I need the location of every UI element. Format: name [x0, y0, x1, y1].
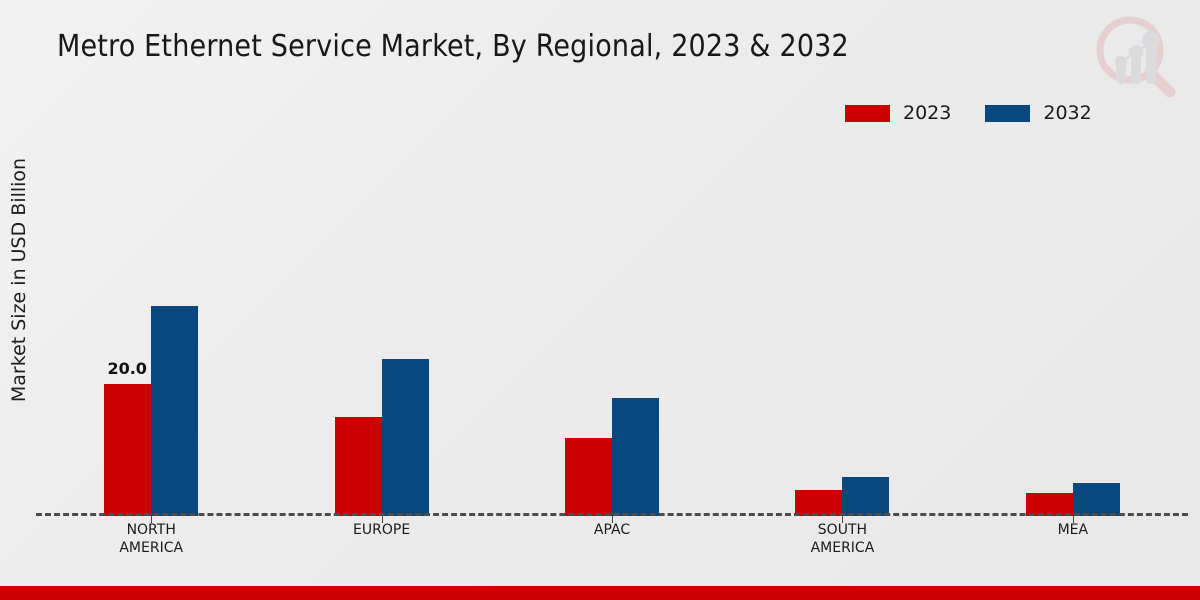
x-axis-tick — [612, 516, 614, 523]
x-axis-label-line: AMERICA — [810, 540, 875, 556]
y-axis-title-text: Market Size in USD Billion — [8, 157, 30, 403]
x-axis-labels: NORTH AMERICA EUROPE APAC SOUTH AMERICA MEA — [36, 521, 1188, 557]
x-axis-label-apac: APAC — [497, 521, 727, 557]
bar-2023-north-america[interactable] — [104, 384, 152, 516]
bar-2032-mea[interactable] — [1072, 483, 1120, 516]
legend-swatch-2032 — [985, 104, 1031, 122]
chart-title: Metro Ethernet Service Market, By Region… — [57, 29, 849, 64]
x-axis-label-south-america: SOUTH AMERICA — [727, 521, 957, 557]
x-axis-label-line: APAC — [593, 522, 631, 538]
bar-2023-mea[interactable] — [1025, 492, 1073, 516]
x-axis-baseline — [36, 513, 1188, 516]
footer-accent-bar — [0, 586, 1200, 600]
magnifier-bar-chart-logo-icon — [1088, 6, 1184, 102]
bar-group — [727, 140, 957, 523]
x-axis-label-line: MEA — [1057, 522, 1089, 538]
bar-2023-europe[interactable] — [334, 417, 382, 516]
x-axis-label-north-america: NORTH AMERICA — [36, 521, 266, 557]
bar-2032-north-america[interactable] — [151, 306, 199, 516]
bar-groups: 20.0 — [36, 140, 1188, 523]
bar-pair — [497, 140, 727, 516]
legend-label-2023: 2023 — [903, 102, 952, 124]
x-axis-label-line: NORTH — [126, 522, 176, 538]
x-axis-tick — [842, 516, 844, 523]
legend-item-2023[interactable]: 2023 — [845, 102, 951, 124]
bar-group — [958, 140, 1188, 523]
bar-pair — [36, 140, 266, 516]
x-axis-label-line: AMERICA — [119, 540, 184, 556]
x-axis-tick — [151, 516, 153, 523]
legend-item-2032[interactable]: 2032 — [985, 102, 1092, 124]
bar-2032-south-america[interactable] — [842, 477, 890, 516]
x-axis-label-mea: MEA — [958, 521, 1188, 557]
bar-group — [266, 140, 496, 523]
bar-2032-apac[interactable] — [612, 397, 660, 516]
bar-2032-europe[interactable] — [381, 358, 429, 516]
bar-pair — [958, 140, 1188, 516]
bar-pair — [727, 140, 957, 516]
bar-pair — [266, 140, 496, 516]
x-axis-label-line: SOUTH — [817, 522, 868, 538]
bar-group — [497, 140, 727, 523]
bar-data-label: 20.0 — [107, 359, 147, 378]
plot-area: 20.0 — [36, 140, 1188, 523]
x-axis-label-line: EUROPE — [353, 522, 411, 538]
y-axis-title: Market Size in USD Billion — [2, 0, 36, 560]
bar-group: 20.0 — [36, 140, 266, 523]
legend-swatch-2023 — [845, 104, 890, 122]
x-axis-tick — [1072, 516, 1074, 523]
x-axis-tick — [381, 516, 383, 523]
bar-2023-apac[interactable] — [565, 438, 613, 516]
bar-2023-south-america[interactable] — [795, 490, 843, 516]
chart-legend: 2023 2032 — [845, 102, 1092, 124]
legend-label-2032: 2032 — [1043, 102, 1092, 124]
x-axis-label-europe: EUROPE — [266, 521, 496, 557]
